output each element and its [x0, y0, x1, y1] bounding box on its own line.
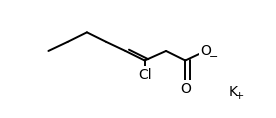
- Text: O: O: [180, 82, 191, 96]
- Text: O: O: [200, 44, 211, 58]
- Text: +: +: [235, 91, 244, 101]
- Text: Cl: Cl: [138, 68, 152, 82]
- Text: K: K: [229, 85, 238, 99]
- Text: −: −: [209, 52, 218, 62]
